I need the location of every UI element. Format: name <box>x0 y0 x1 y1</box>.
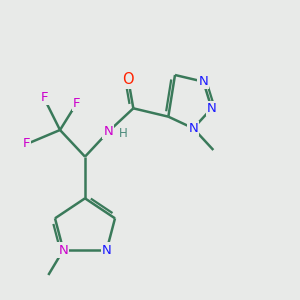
Text: N: N <box>58 244 68 256</box>
Text: F: F <box>23 137 30 150</box>
Text: N: N <box>207 102 217 115</box>
Text: F: F <box>73 97 80 110</box>
Text: O: O <box>122 73 134 88</box>
Text: N: N <box>199 75 208 88</box>
Text: F: F <box>41 91 49 104</box>
Text: H: H <box>119 127 128 140</box>
Text: N: N <box>103 125 113 138</box>
Text: N: N <box>102 244 112 256</box>
Text: N: N <box>188 122 198 135</box>
